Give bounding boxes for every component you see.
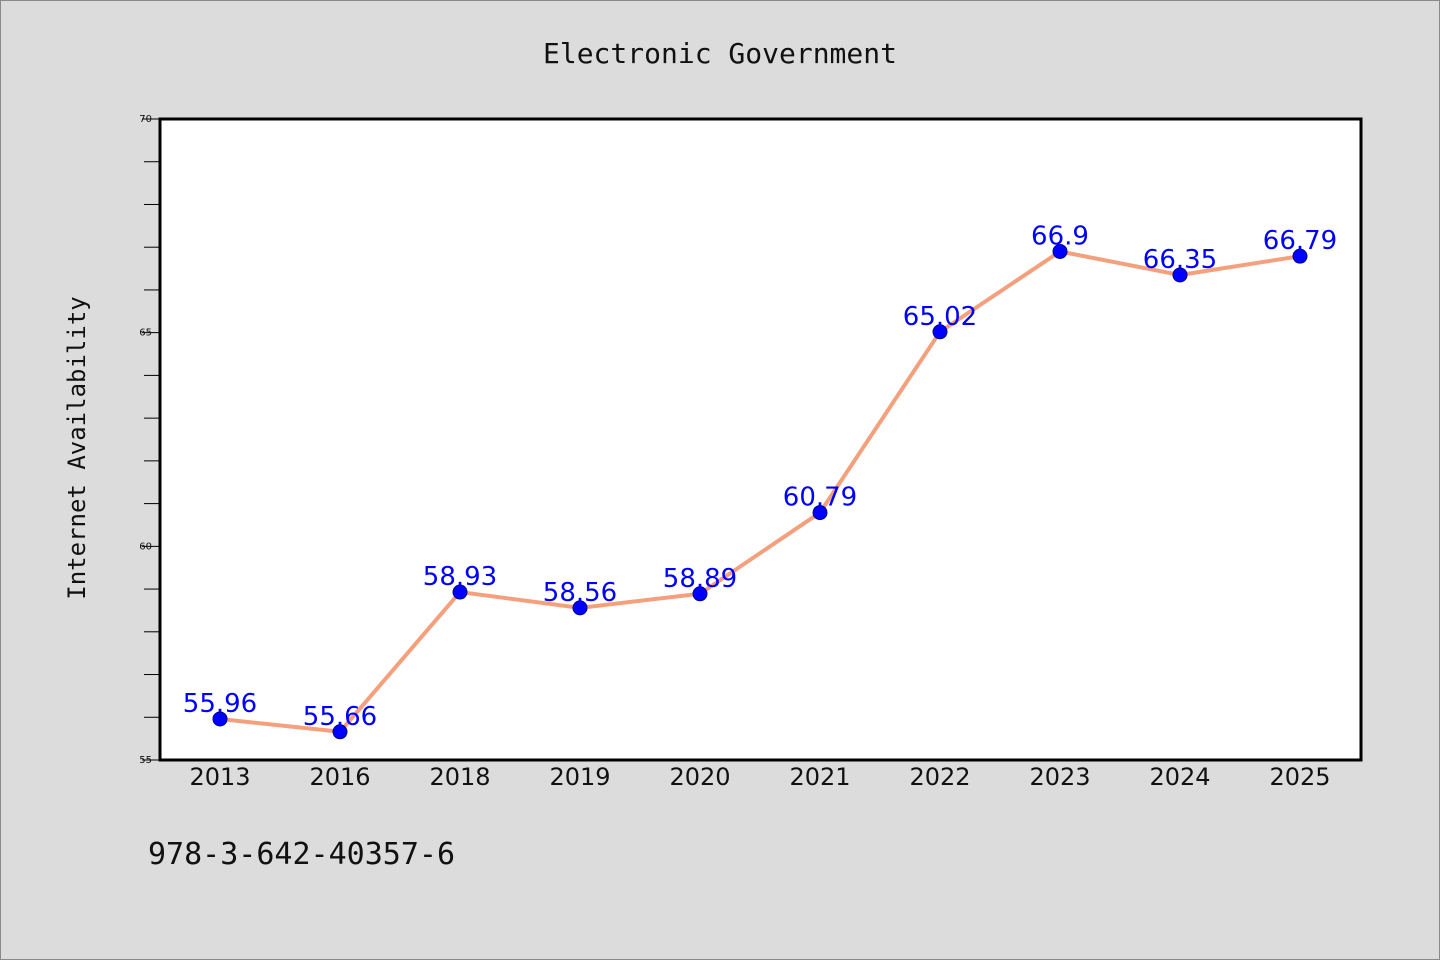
data-point xyxy=(212,711,228,727)
data-label: 66.9 xyxy=(1031,221,1089,251)
data-point xyxy=(1052,243,1068,259)
y-axis: 55 60 65 70 xyxy=(139,114,159,766)
x-tick-label: 2019 xyxy=(549,763,610,791)
y-tick-label: 55 xyxy=(139,755,152,766)
x-tick-label: 2025 xyxy=(1269,763,1330,791)
data-label: 60.79 xyxy=(783,483,857,513)
x-tick-label: 2023 xyxy=(1029,763,1090,791)
x-tick-label: 2016 xyxy=(309,763,370,791)
data-label: 58.93 xyxy=(423,562,497,592)
x-tick-label: 2021 xyxy=(789,763,850,791)
y-tick-label: 70 xyxy=(139,114,152,125)
data-point xyxy=(1172,267,1188,283)
data-point xyxy=(332,724,348,740)
data-point xyxy=(812,505,828,521)
data-label: 55.96 xyxy=(183,689,257,719)
data-point xyxy=(452,584,468,600)
x-tick-label: 2013 xyxy=(189,763,250,791)
data-point xyxy=(932,324,948,340)
data-label: 66.35 xyxy=(1143,245,1217,275)
data-label: 58.89 xyxy=(663,564,737,594)
data-point xyxy=(572,600,588,616)
x-tick-label: 2018 xyxy=(429,763,490,791)
chart-title: Electronic Government xyxy=(543,37,897,70)
data-label: 66.79 xyxy=(1263,226,1337,256)
x-tick-label: 2020 xyxy=(669,763,730,791)
data-point xyxy=(1292,248,1308,264)
data-label: 55.66 xyxy=(303,702,377,732)
x-axis: 2013 2016 2018 2019 2020 2021 2022 2023 2024 2025 xyxy=(189,763,1330,791)
series-layer: 55.96 55.66 58.93 58.56 58.89 60.79 65.02 66.9 6… xyxy=(183,221,1337,740)
x-tick-label: 2022 xyxy=(909,763,970,791)
data-point xyxy=(692,586,708,602)
plot-area xyxy=(158,117,1363,762)
y-tick-label: 65 xyxy=(139,328,152,339)
series-line xyxy=(219,249,1301,734)
y-axis-label: Internet Availability xyxy=(63,296,91,599)
isbn-text: 978-3-642-40357-6 xyxy=(148,837,455,872)
data-label: 65.02 xyxy=(903,302,977,332)
y-tick-label: 60 xyxy=(139,541,152,552)
data-label: 58.56 xyxy=(543,578,617,608)
x-tick-label: 2024 xyxy=(1149,763,1210,791)
